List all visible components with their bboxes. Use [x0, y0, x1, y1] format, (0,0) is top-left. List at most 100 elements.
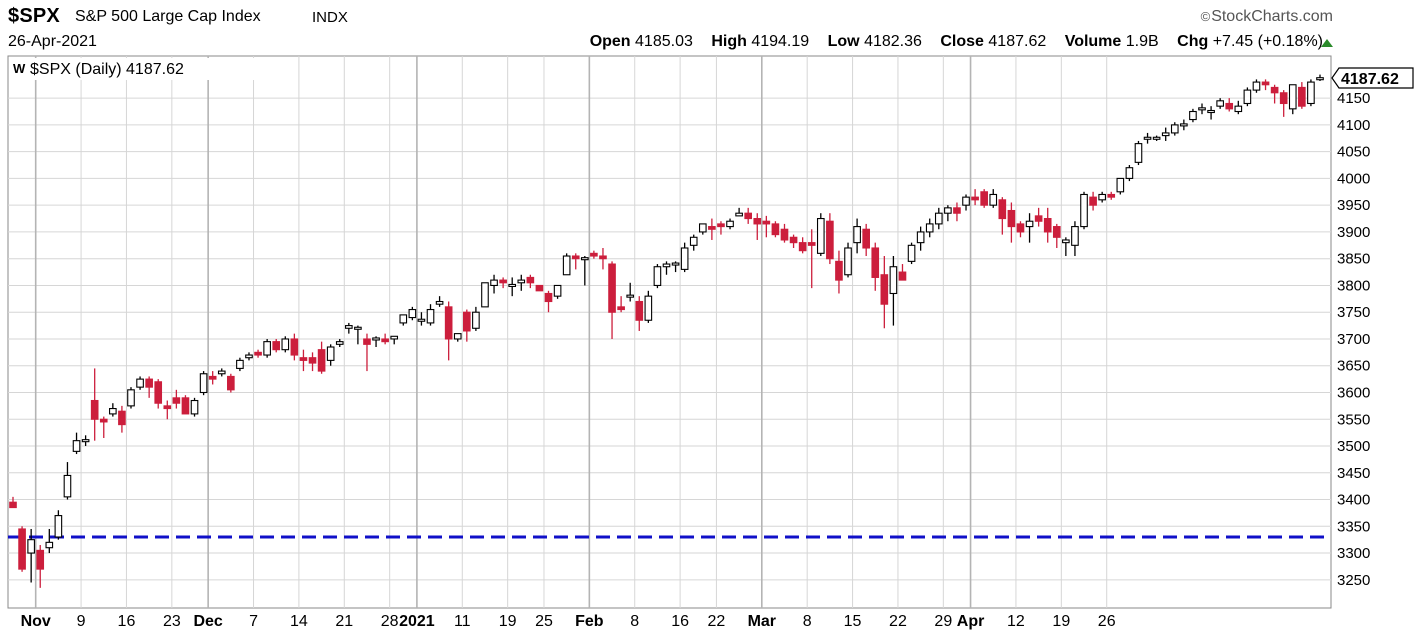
- candle: [1243, 87, 1252, 107]
- candle-body: [127, 389, 135, 407]
- x-tick-label: 21: [335, 613, 353, 630]
- candle-body: [998, 199, 1007, 220]
- y-tick-label: 3500: [1337, 438, 1370, 455]
- candle-body: [753, 218, 762, 225]
- candle-body: [535, 284, 544, 292]
- candle: [762, 215, 771, 238]
- candle: [72, 432, 81, 455]
- candle-body: [526, 276, 535, 284]
- candle: [1071, 221, 1079, 257]
- candle-body: [762, 220, 771, 225]
- candle-body: [45, 541, 54, 549]
- candle-body: [417, 318, 426, 322]
- candle-body: [934, 212, 943, 225]
- x-tick-label: 8: [803, 613, 812, 630]
- candle: [1043, 207, 1052, 243]
- candle: [408, 306, 417, 321]
- y-tick-label: 3350: [1337, 518, 1370, 535]
- candle-body: [780, 228, 789, 241]
- candle-body: [1152, 136, 1161, 140]
- candle: [835, 250, 843, 294]
- candle: [481, 282, 489, 308]
- brand-link[interactable]: ©StockCharts.com: [1201, 8, 1333, 26]
- candle-body: [254, 351, 262, 356]
- low-label: Low: [827, 33, 860, 50]
- candle: [272, 338, 281, 353]
- candle-body: [735, 212, 743, 217]
- candle: [453, 333, 462, 342]
- candle: [136, 376, 144, 390]
- candle: [1234, 100, 1243, 115]
- candle-body: [390, 335, 399, 340]
- candle: [571, 253, 580, 270]
- candle: [63, 462, 72, 500]
- candle-body: [907, 244, 916, 262]
- candle: [580, 256, 589, 286]
- x-tick-label: 14: [290, 613, 308, 630]
- candle-body: [571, 255, 580, 260]
- candle-body: [90, 399, 99, 420]
- candle-body: [862, 228, 870, 249]
- candle-body: [245, 354, 253, 359]
- candle-body: [880, 274, 889, 305]
- candle: [1180, 119, 1188, 131]
- chart-date: 26-Apr-2021: [8, 33, 97, 50]
- y-tick-label: 3250: [1337, 572, 1370, 589]
- quote-bar: Open 4185.03 High 4194.19 Low 4182.36 Cl…: [590, 33, 1323, 51]
- candle-body: [163, 405, 172, 410]
- candle: [1261, 79, 1270, 91]
- candle-body: [771, 223, 780, 236]
- candle: [880, 256, 889, 329]
- candle: [1143, 132, 1152, 144]
- candle: [1107, 191, 1116, 200]
- candle-body: [708, 226, 716, 230]
- candle: [653, 264, 662, 289]
- candle: [317, 341, 326, 374]
- candle-body: [1234, 105, 1243, 113]
- candle: [771, 221, 780, 238]
- candle: [907, 242, 916, 265]
- candle: [263, 338, 271, 358]
- x-tick-label: 9: [77, 613, 86, 630]
- candle-body: [72, 440, 81, 452]
- candle: [90, 368, 99, 441]
- candle-body: [1270, 86, 1279, 94]
- candle: [1307, 79, 1315, 107]
- x-tick-label: Nov: [21, 613, 51, 630]
- plot-area: [7, 55, 1332, 609]
- candle-body: [744, 212, 753, 220]
- candle: [980, 189, 988, 208]
- y-tick-label: 3750: [1337, 304, 1370, 321]
- candle: [962, 194, 970, 211]
- candle-body: [54, 515, 63, 538]
- candle-body: [1316, 77, 1324, 81]
- candle-body: [717, 223, 725, 228]
- candle-body: [1279, 92, 1288, 105]
- candle-body: [199, 373, 208, 394]
- candle: [599, 247, 607, 270]
- candle: [372, 336, 380, 348]
- candle-body: [481, 282, 489, 308]
- candle: [744, 207, 753, 224]
- candle-body: [508, 283, 517, 288]
- candle-body: [844, 247, 852, 276]
- candle-body: [1225, 102, 1234, 110]
- candle-body: [644, 295, 653, 321]
- candle: [444, 301, 453, 361]
- candle-body: [826, 220, 834, 260]
- candle-body: [1089, 196, 1097, 206]
- candle: [181, 395, 190, 415]
- candle-body: [1252, 81, 1261, 91]
- up-arrow-icon: [1321, 39, 1333, 47]
- candle: [526, 274, 535, 289]
- candle-body: [308, 357, 317, 364]
- candle-body: [1307, 81, 1315, 105]
- candle-body: [408, 308, 417, 319]
- x-tick-label: 22: [889, 613, 907, 630]
- candle-body: [1243, 89, 1252, 105]
- candle-body: [517, 279, 526, 284]
- candle: [208, 371, 217, 385]
- candle: [1279, 90, 1288, 117]
- candle: [635, 296, 644, 331]
